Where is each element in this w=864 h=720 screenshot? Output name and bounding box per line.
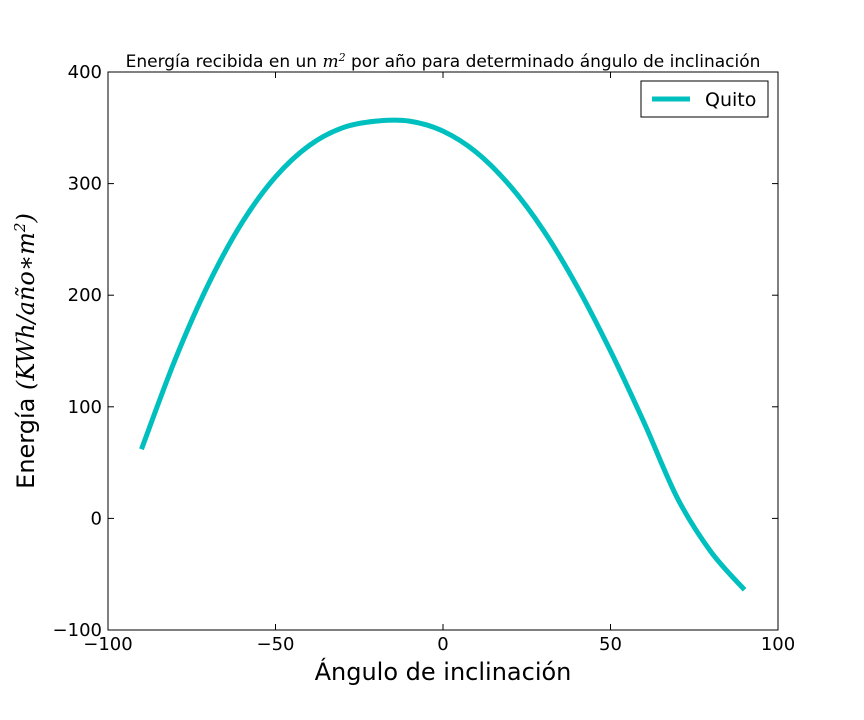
series-line-quito [139,117,747,592]
y-tick-label: 200 [68,285,102,306]
y-tick-label: 100 [68,397,102,418]
y-axis-label-math-end: ) [12,213,40,223]
y-axis-label: Energía (KWh/año∗m2) [11,213,40,489]
x-tick-label: 50 [599,634,622,655]
title-math-base: m [322,52,338,72]
y-axis-label-prefix: Energía [12,390,40,489]
title-suffix: por año para determinado ángulo de incli… [346,52,761,72]
x-tick-label: −50 [257,634,295,655]
legend-label-quito: Quito [705,89,756,111]
y-axis-label-math-sup: 2 [11,223,29,234]
x-axis-ticks: −100 −50 0 50 100 [83,72,795,655]
x-axis-label: Ángulo de inclinación [315,657,572,686]
series-group [139,117,747,592]
chart-title: Energía recibida en un m2 por año para d… [126,51,761,72]
x-tick-label: 0 [437,634,448,655]
title-math-sup: 2 [338,51,346,64]
y-tick-label: 400 [68,62,102,83]
plot-frame [107,71,779,631]
y-axis-ticks: −100 0 100 200 300 400 [53,62,778,641]
title-prefix: Energía recibida en un [126,52,323,72]
x-tick-label: 100 [761,634,795,655]
y-tick-label: 0 [91,508,102,529]
y-axis-label-math: (KWh/año∗m [12,232,40,390]
legend: Quito [640,80,769,118]
y-tick-label: −100 [53,620,102,641]
x-tick-label: −100 [83,634,132,655]
y-tick-label: 300 [68,174,102,195]
